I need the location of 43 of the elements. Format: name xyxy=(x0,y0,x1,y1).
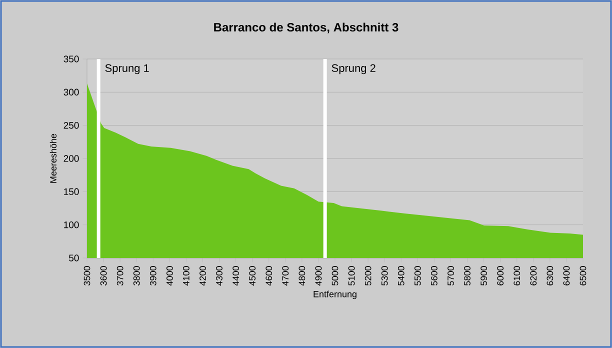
x-tick-label: 5100 xyxy=(348,266,355,286)
x-tick-label: 6100 xyxy=(514,266,520,286)
ref-line-label: Sprung 1 xyxy=(105,64,149,74)
x-tick-label: 6200 xyxy=(530,266,537,286)
x-tick-label: 4900 xyxy=(315,266,322,286)
x-tick-label: 6000 xyxy=(497,266,504,286)
y-tick-label: 150 xyxy=(64,188,79,196)
x-tick-label: 4400 xyxy=(232,266,239,286)
x-tick-label: 5200 xyxy=(364,266,372,286)
x-tick-label: 5400 xyxy=(398,266,404,286)
y-tick-label: 100 xyxy=(64,221,79,228)
x-tick-label: 3900 xyxy=(150,266,156,286)
x-tick-label: 4500 xyxy=(249,266,256,286)
x-tick-label: 4600 xyxy=(266,266,272,286)
x-tick-label: 4200 xyxy=(200,266,206,286)
y-tick-label: 250 xyxy=(64,122,79,129)
x-tick-label: 3700 xyxy=(116,266,124,286)
x-tick-label: 3500 xyxy=(84,266,90,286)
x-tick-label: 5800 xyxy=(464,266,470,286)
x-tick-label: 4800 xyxy=(298,266,306,286)
y-tick-label: 300 xyxy=(64,88,79,96)
x-tick-label: 5700 xyxy=(448,266,454,286)
y-tick-label: 200 xyxy=(64,155,79,162)
x-tick-label: 5900 xyxy=(480,266,487,286)
x-tick-label: 5000 xyxy=(332,266,338,286)
x-tick-label: 4300 xyxy=(216,266,222,286)
y-tick-label: 350 xyxy=(64,56,79,62)
x-tick-label: 5600 xyxy=(431,266,438,286)
y-axis-title: Meereshöhe xyxy=(50,134,56,183)
x-tick-label: 4000 xyxy=(166,266,173,286)
x-tick-label: 4100 xyxy=(183,266,190,286)
x-tick-label: 5300 xyxy=(381,266,388,286)
x-tick-label: 6400 xyxy=(563,266,570,286)
ref-line-label: Sprung 2 xyxy=(332,64,376,74)
x-tick-label: 6300 xyxy=(546,266,554,286)
x-tick-label: 6500 xyxy=(580,266,586,286)
y-tick-label: 50 xyxy=(69,254,79,262)
x-axis-title: Entfernung xyxy=(314,290,356,300)
x-tick-label: 4700 xyxy=(282,266,289,286)
x-tick-label: 3800 xyxy=(133,266,140,286)
x-tick-label: 5500 xyxy=(414,266,421,286)
chart-title: Barranco de Santos, Abschnitt 3 xyxy=(214,22,398,34)
x-tick-label: 3600 xyxy=(100,266,107,286)
